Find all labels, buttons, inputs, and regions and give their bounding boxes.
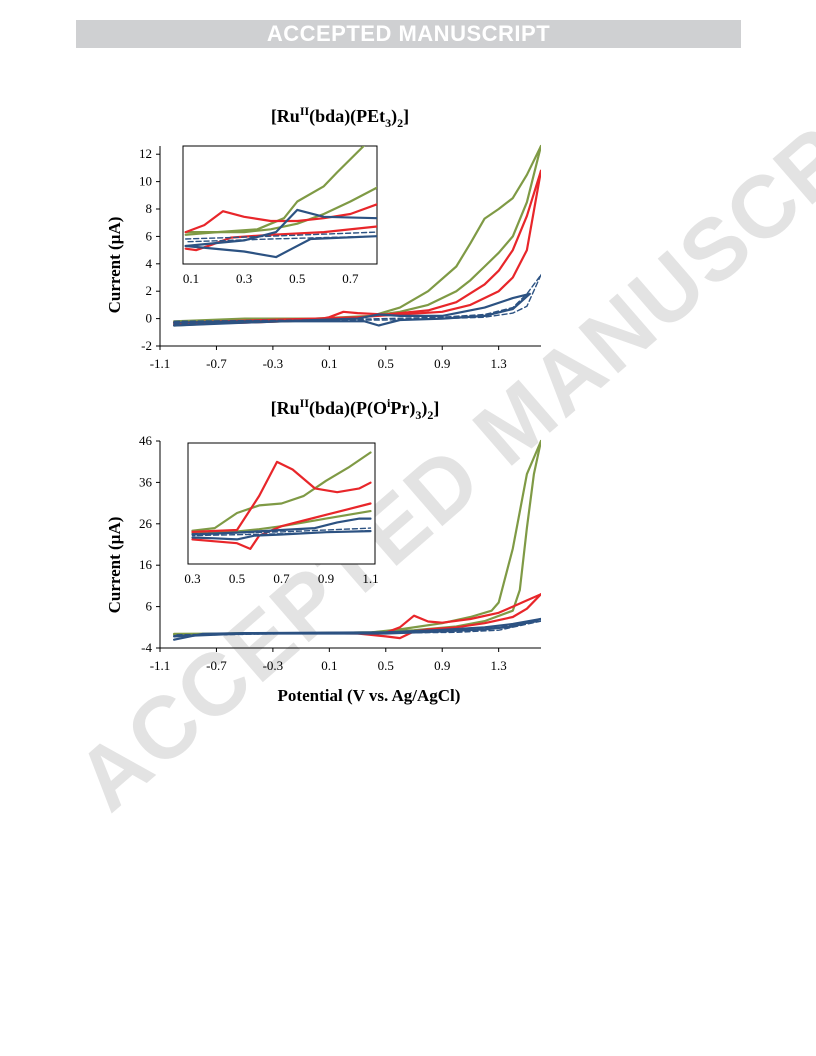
chart-1-title: [RuII(bda)(PEt3)2] bbox=[271, 104, 409, 130]
chart-1-inset-series-blue-5 bbox=[184, 235, 377, 259]
chart-2-ylabel: Current (µA) bbox=[105, 517, 124, 614]
chart-1-xtick-label: -0.7 bbox=[206, 356, 227, 371]
chart-2-xtick-label: -1.1 bbox=[150, 658, 171, 673]
chart-2-inset-xtick-label: 0.7 bbox=[273, 571, 290, 586]
chart-1: [RuII(bda)(PEt3)2] Current (µA) 12 10 8 6 4 2… bbox=[105, 104, 541, 371]
chart-1-inset-xtick-label: 0.3 bbox=[236, 271, 252, 286]
chart-1-series-red-3 bbox=[173, 169, 541, 324]
chart-1-xtick-label: 0.9 bbox=[434, 356, 450, 371]
chart-2: [RuII(bda)(P(OiPr)3)2] Current (µA) 46 36… bbox=[105, 396, 541, 673]
chart-1-ylabel: Current (µA) bbox=[105, 217, 124, 314]
chart-2-inset-xtick-label: 1.1 bbox=[362, 571, 378, 586]
chart-1-xtick-label: -0.3 bbox=[263, 356, 284, 371]
chart-2-ytick-label: 26 bbox=[139, 516, 153, 531]
chart-2-inset-series-green-0 bbox=[191, 451, 372, 532]
chart-2-inset-xtick-label: 0.5 bbox=[229, 571, 245, 586]
chart-1-ytick-label: 6 bbox=[146, 228, 153, 243]
chart-1-series-blue-5 bbox=[173, 292, 531, 327]
chart-2-ytick-label: 16 bbox=[139, 557, 153, 572]
chart-1-xtick-label: 0.5 bbox=[378, 356, 394, 371]
banner-text: ACCEPTED MANUSCRIPT bbox=[266, 21, 551, 46]
chart-1-xtick-label: 0.1 bbox=[321, 356, 337, 371]
chart-2-xtick-label: -0.7 bbox=[206, 658, 227, 673]
chart-1-xtick-label: -1.1 bbox=[150, 356, 171, 371]
watermark: ACCEPTED MANUSCRIPT bbox=[58, 11, 816, 829]
chart-2-inset-series bbox=[191, 451, 372, 550]
chart-1-inset-xtick-label: 0.1 bbox=[183, 271, 199, 286]
chart-2-inset-xtick-label: 0.3 bbox=[184, 571, 200, 586]
chart-1-inset-series-red-2 bbox=[184, 203, 377, 234]
chart-2-series-blue-dashed-7 bbox=[173, 620, 541, 636]
chart-2-title: [RuII(bda)(P(OiPr)3)2] bbox=[271, 396, 440, 422]
chart-1-ytick-label: 4 bbox=[146, 256, 153, 271]
chart-2-ytick-label: 6 bbox=[146, 599, 153, 614]
chart-2-xtick-label: 0.1 bbox=[321, 658, 337, 673]
chart-1-ytick-label: 12 bbox=[139, 146, 152, 161]
chart-2-xtick-label: -0.3 bbox=[263, 658, 284, 673]
chart-1-ytick-label: 10 bbox=[139, 174, 152, 189]
chart-1-inset-series-blue-dashed-7 bbox=[185, 235, 377, 243]
chart-1-ytick-label: 2 bbox=[146, 283, 153, 298]
watermark-text: ACCEPTED MANUSCRIPT bbox=[58, 11, 816, 829]
chart-1-inset-series-blue-dashed-6 bbox=[185, 231, 377, 240]
chart-1-series-blue-dashed-6 bbox=[173, 274, 541, 325]
chart-1-inset-series bbox=[184, 146, 377, 259]
chart-2-xtick-label: 0.5 bbox=[378, 658, 394, 673]
chart-2-inset-series-red-2 bbox=[191, 460, 372, 533]
chart-1-series-blue-dashed-7 bbox=[173, 274, 541, 322]
chart-2-series bbox=[173, 439, 541, 641]
x-axis-label: Potential (V vs. Ag/AgCl) bbox=[278, 686, 461, 705]
chart-1-ticks: 12 10 8 6 4 2 0 -2 -1.1 -0.7 -0.3 0.1 0.5 0.9 1.3 bbox=[139, 146, 507, 371]
chart-2-ytick-label: 46 bbox=[139, 433, 153, 448]
chart-1-inset-series-blue-4 bbox=[184, 208, 377, 248]
chart-2-ytick-label: -4 bbox=[141, 640, 152, 655]
chart-1-ytick-label: 0 bbox=[146, 311, 153, 326]
chart-1-inset-ticks: 0.1 0.3 0.5 0.7 bbox=[183, 271, 359, 286]
chart-1-series bbox=[173, 144, 541, 327]
chart-2-inset-xtick-label: 0.9 bbox=[318, 571, 334, 586]
chart-2-inset-series-blue-dashed-6 bbox=[191, 527, 372, 535]
chart-2-inset-series-blue-dashed-7 bbox=[191, 530, 372, 537]
chart-1-inset-xtick-label: 0.5 bbox=[289, 271, 305, 286]
chart-1-inset-xtick-label: 0.7 bbox=[342, 271, 359, 286]
chart-1-xtick-label: 1.3 bbox=[491, 356, 507, 371]
chart-2-inset-ticks: 0.3 0.5 0.7 0.9 1.1 bbox=[184, 571, 378, 586]
chart-1-ytick-label: -2 bbox=[141, 338, 152, 353]
chart-2-xtick-label: 0.9 bbox=[434, 658, 450, 673]
chart-1-inset-frame bbox=[182, 145, 378, 265]
chart-1-ytick-label: 8 bbox=[146, 201, 153, 216]
chart-2-ytick-label: 36 bbox=[139, 474, 153, 489]
chart-2-series-red-2 bbox=[314, 593, 541, 635]
manuscript-banner: ACCEPTED MANUSCRIPT bbox=[76, 20, 741, 48]
chart-1-inset-series-green-1 bbox=[184, 186, 377, 236]
chart-2-ticks: 46 36 26 16 6 -4 -1.1 -0.7 -0.3 0.1 0.5 0.9 1.3 bbox=[139, 433, 507, 673]
chart-2-xtick-label: 1.3 bbox=[491, 658, 507, 673]
